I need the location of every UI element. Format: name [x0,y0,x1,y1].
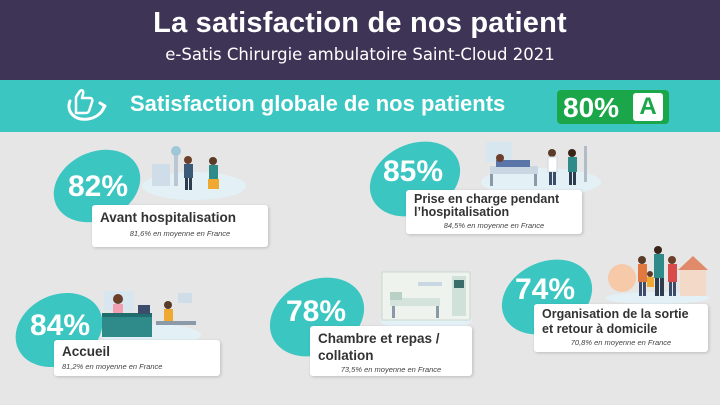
hospital-bed-care-illustration [481,142,601,196]
item-card: Avant hospitalisation 81,6% en moyenne e… [92,205,268,247]
item-card: Accueil 81,2% en moyenne en France [54,340,220,376]
global-score-badge: 80% A [557,90,669,124]
page-title: La satisfaction de nos patient [153,7,567,39]
item-category: Organisation de la sortie et retour à do… [542,307,689,336]
item-category: Prise en charge pendant l’hospitalisatio… [414,192,560,219]
item-national-average: 73,5% en moyenne en France [340,365,442,374]
item-national-average: 81,6% en moyenne en France [129,229,231,238]
item-percent: 82% [68,170,129,203]
thumbs-up-swoosh-icon [67,88,107,121]
item-percent: 85% [383,155,444,188]
reception-desk-illustration [101,291,201,346]
item-national-average: 81,2% en moyenne en France [62,362,163,371]
item-card: Chambre et repas / collation 73,5% en mo… [310,326,472,376]
item-national-average: 70,8% en moyenne en France [570,338,672,347]
item-category: Avant hospitalisation [100,210,237,225]
global-satisfaction-banner: Satisfaction globale de nos patients 80%… [0,80,720,132]
global-score-grade: A [633,93,663,121]
family-home-illustration [605,246,709,304]
item-card: Prise en charge pendant l’hospitalisatio… [406,190,582,234]
item-percent: 78% [286,295,347,328]
item-category: Accueil [62,344,111,359]
global-score-value: 80% [563,92,620,123]
banner-label: Satisfaction globale de nos patients [130,91,506,116]
hospital-room-illustration [380,271,472,331]
item-percent: 84% [30,309,91,342]
item-card: Organisation de la sortie et retour à do… [534,304,708,352]
reception-staff-illustration [142,146,246,200]
item-percent: 74% [515,273,576,306]
header: La satisfaction de nos patient e-Satis C… [0,0,720,80]
item-category: Chambre et repas / collation [318,331,440,363]
item-national-average: 84,5% en moyenne en France [443,221,545,230]
page-subtitle: e-Satis Chirurgie ambulatoire Saint-Clou… [165,45,555,64]
